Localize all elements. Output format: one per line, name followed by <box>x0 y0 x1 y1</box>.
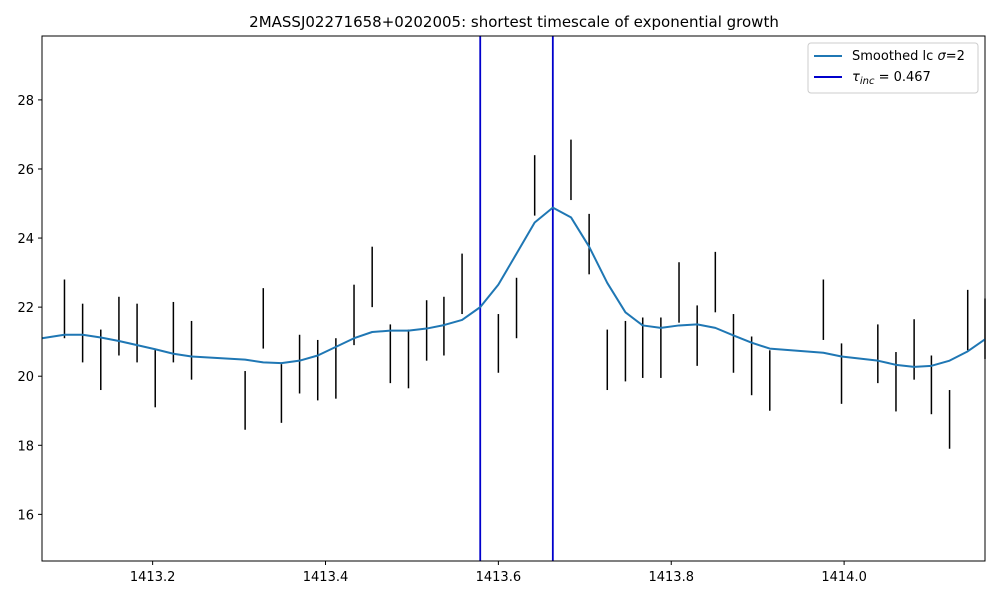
y-tick-label: 22 <box>17 301 34 316</box>
y-tick-label: 24 <box>17 232 34 247</box>
x-tick-label: 1414.0 <box>821 570 867 585</box>
x-tick-label: 1413.2 <box>130 570 176 585</box>
legend: Smoothed lc σ=2 τinc = 0.467 <box>807 42 979 94</box>
x-tick-label: 1413.6 <box>476 570 522 585</box>
smoothed-lc-line <box>41 206 986 368</box>
y-tick-label: 26 <box>17 163 34 178</box>
legend-label-tau-inc: τinc = 0.467 <box>852 70 931 87</box>
y-tick-label: 28 <box>17 94 34 109</box>
timescale-lines <box>479 36 554 561</box>
series-layer <box>41 206 986 368</box>
plot-frame <box>41 35 986 562</box>
plot-area <box>42 36 985 561</box>
legend-label-smoothed-lc: Smoothed lc σ=2 <box>852 49 965 64</box>
legend-box <box>807 42 979 94</box>
y-tick-label: 16 <box>17 508 34 523</box>
x-axis: 1413.2 1413.4 1413.6 1413.8 1414.0 <box>130 561 867 585</box>
y-axis: 16 18 20 22 24 26 28 <box>17 94 42 523</box>
y-tick-label: 18 <box>17 439 34 454</box>
error-bars <box>63 139 986 449</box>
x-tick-label: 1413.4 <box>303 570 349 585</box>
x-tick-label: 1413.8 <box>648 570 694 585</box>
y-tick-label: 20 <box>17 370 34 385</box>
chart-title: 2MASSJ02271658+0202005: shortest timesca… <box>249 13 779 31</box>
